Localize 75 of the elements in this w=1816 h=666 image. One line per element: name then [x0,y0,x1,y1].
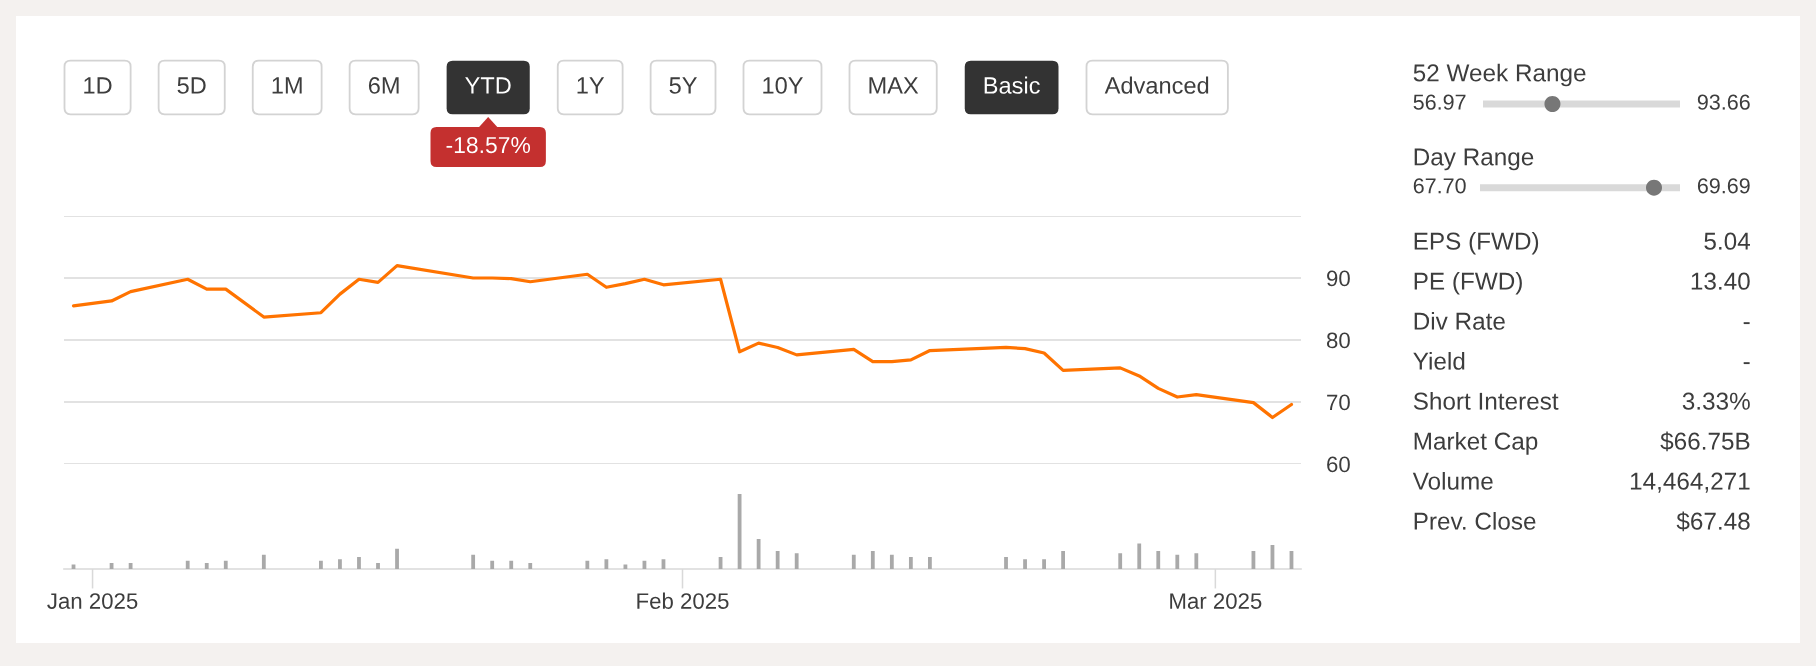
category-label: 5Y [669,77,697,94]
bar [1137,543,1142,569]
text: 93.66 [1697,94,1750,110]
bar [870,551,875,569]
text: $66.75B [1660,431,1750,452]
bar [889,554,894,569]
bar [1004,557,1008,569]
category-label: Market Cap [1414,431,1538,455]
category-label: YTD [465,77,511,94]
category-label: PE (FWD) [1414,271,1522,295]
bar [604,559,609,569]
category-label: EPS (FWD) [1414,231,1539,255]
bar [261,554,266,569]
text: 14,464,271 [1630,472,1750,493]
bar [908,557,913,569]
text: 69.69 [1697,178,1750,194]
text: 67.70 [1413,178,1466,194]
bar [185,560,190,569]
category-label: 1D [84,77,112,94]
text: $67.48 [1676,511,1750,532]
bar [357,557,361,569]
bar [851,554,856,569]
y-tick-label: 90 [1327,270,1350,287]
bar [509,560,514,569]
bar [204,563,209,569]
y-tick-label: 80 [1326,332,1350,349]
category-label: Prev. Close [1414,511,1536,530]
category-label: 1Y [577,77,605,94]
category-label: Volume [1412,471,1493,490]
bar [794,553,799,569]
category-label: Basic [984,76,1040,94]
bar [1042,559,1046,569]
bar [1118,553,1123,569]
text: Day Range [1414,148,1534,171]
bar [223,560,228,569]
text: 52 Week Range [1413,63,1586,87]
category-label: Advanced [1104,76,1209,94]
bar [585,560,590,569]
bar [471,554,476,569]
text: - [1743,322,1750,325]
bar [1194,553,1199,569]
bar [338,559,342,569]
x-tick-label: Mar 2025 [1170,593,1262,609]
text: 3.33% [1682,392,1750,410]
x-tick-label: Feb 2025 [637,592,729,609]
category-label: 10Y [763,77,803,94]
bar [490,560,495,569]
bar [775,551,780,569]
category-label: Short Interest [1413,391,1559,410]
category-label: 1M [272,77,302,94]
category-label: 6M [368,77,399,94]
text: 56.97 [1413,94,1466,110]
x-tick-label: Jan 2025 [47,593,138,609]
y-tick-label: 70 [1327,394,1350,411]
bar [319,560,323,569]
bar [395,548,399,569]
category-label: Div Rate [1414,311,1505,330]
y-tick-label: 60 [1327,456,1350,473]
category-label: 5D [177,77,206,94]
category-label: Yield [1413,351,1465,370]
bar [1023,559,1027,569]
text: - [1743,362,1750,365]
bar [128,563,133,569]
category-label: MAX [869,77,919,94]
bar [1061,551,1066,569]
bar [1156,551,1161,569]
text: 13.40 [1691,272,1750,290]
line-series [71,264,1294,420]
bar [928,557,932,569]
bar [756,539,761,569]
bar [376,563,380,569]
bar [1175,554,1180,569]
text: 5.04 [1704,232,1750,250]
text: -18.57% [446,136,531,154]
bar [528,563,533,569]
